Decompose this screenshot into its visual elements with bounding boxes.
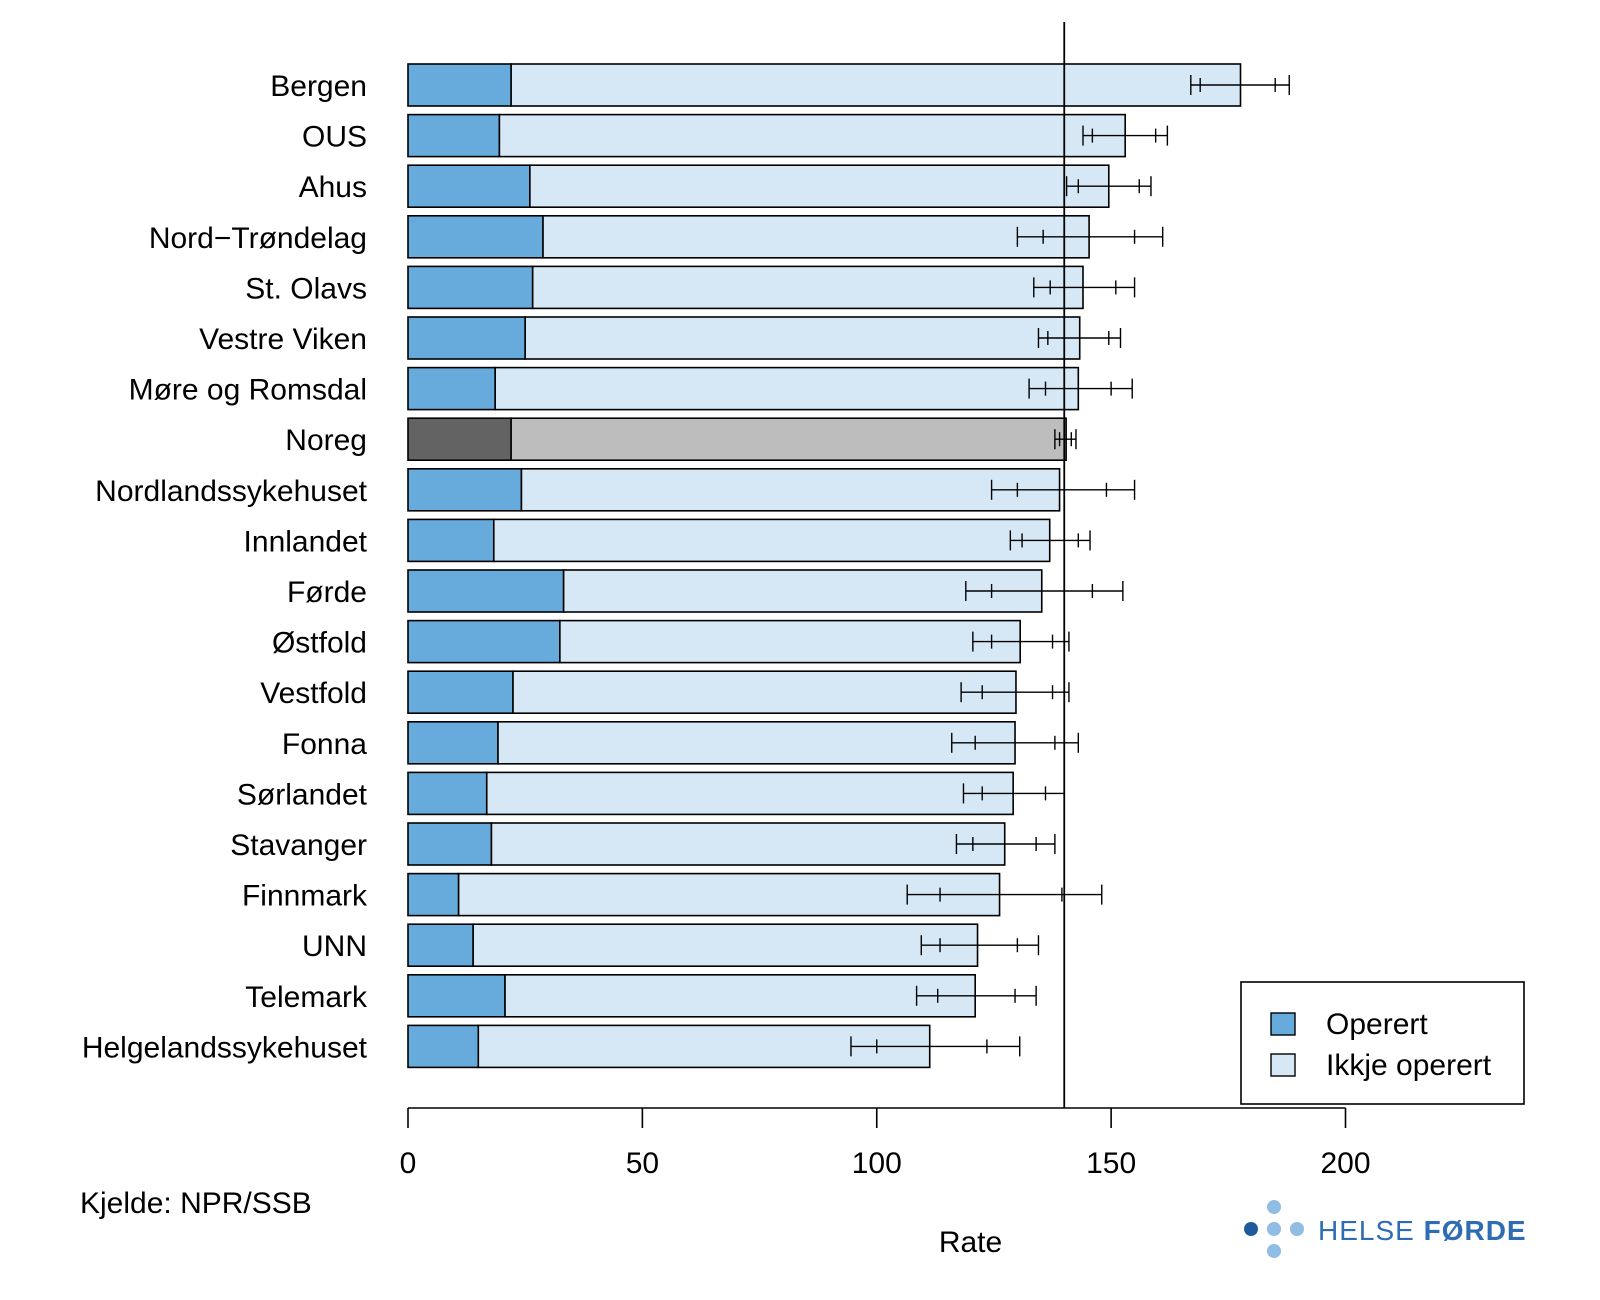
category-label-m-re-og-romsdal: Møre og Romsdal: [129, 374, 367, 407]
category-label-nord-tr-ndelag: Nord−Trøndelag: [149, 222, 367, 255]
category-label-f-rde: Førde: [287, 576, 367, 609]
bar-ikkje-operert-fonna: [497, 720, 1016, 765]
category-label-unn: UNN: [302, 930, 367, 963]
legend: Operert Ikkje operert: [1240, 981, 1525, 1105]
bar-operert-noreg: [407, 417, 512, 462]
bar-operert-stavanger: [407, 822, 493, 866]
bars-layer: [407, 63, 1242, 1069]
category-label-vestfold: Vestfold: [260, 677, 367, 710]
x-tick-label-100: 100: [852, 1147, 902, 1180]
bar-operert-ahus: [407, 164, 531, 208]
bar-ikkje-operert-innlandet: [492, 518, 1051, 563]
category-label-s-rlandet: Sørlandet: [237, 778, 368, 811]
bar-operert-fonna: [407, 720, 499, 765]
bar-operert-m-re-og-romsdal: [407, 366, 496, 411]
bar-operert-s-rlandet: [407, 771, 488, 816]
bar-ikkje-operert-bergen: [510, 63, 1242, 107]
category-label-telemark: Telemark: [245, 981, 368, 1014]
bar-operert-bergen: [407, 63, 512, 107]
bar-ikkje-operert-stavanger: [490, 822, 1006, 866]
legend-key-operert: [1270, 1012, 1296, 1036]
legend-label-operert: Operert: [1326, 1008, 1428, 1041]
bar-ikkje-operert-unn: [472, 923, 979, 968]
legend-key-ikkje-operert: [1270, 1053, 1296, 1077]
bar-operert-nordlandssykehuset: [407, 467, 523, 512]
category-label-innlandet: Innlandet: [244, 525, 368, 558]
logo-wordmark: HELSE FØRDE: [1318, 1215, 1527, 1246]
bar-ikkje-operert-m-re-og-romsdal: [494, 366, 1080, 411]
bar-operert-f-rde: [407, 569, 565, 613]
bar-operert-unn: [407, 923, 474, 968]
category-label-bergen: Bergen: [270, 70, 367, 103]
x-tick-label-50: 50: [626, 1147, 659, 1180]
bar-ikkje-operert-stfold: [559, 619, 1021, 664]
logo-text-forde: FØRDE: [1424, 1215, 1527, 1246]
source-note: Kjelde: NPR/SSB: [80, 1187, 312, 1220]
bar-ikkje-operert-noreg: [510, 417, 1067, 462]
category-label-finnmark: Finnmark: [242, 880, 368, 913]
legend-box: [1240, 981, 1525, 1105]
category-label-ahus: Ahus: [299, 171, 367, 204]
category-label-st-olavs: St. Olavs: [245, 272, 367, 305]
logo-text-helse: HELSE: [1318, 1215, 1424, 1246]
category-label-stfold: Østfold: [272, 627, 367, 660]
x-tick-label-200: 200: [1320, 1147, 1370, 1180]
x-axis: 0 50 100 150 200: [400, 1107, 1371, 1180]
bar-operert-stfold: [407, 619, 561, 664]
bar-ikkje-operert-s-rlandet: [485, 771, 1014, 816]
bar-ikkje-operert-nordlandssykehuset: [520, 467, 1061, 512]
bar-operert-vestfold: [407, 670, 514, 715]
error-bars-layer: [850, 75, 1290, 1057]
bar-operert-ous: [407, 113, 501, 158]
bar-operert-telemark: [407, 973, 506, 1018]
logo-dot-left: [1244, 1222, 1258, 1236]
bar-ikkje-operert-ous: [498, 113, 1126, 158]
bar-ikkje-operert-st-olavs: [531, 265, 1084, 310]
bar-ikkje-operert-f-rde: [562, 569, 1043, 613]
category-label-ous: OUS: [302, 121, 367, 154]
bar-operert-nord-tr-ndelag: [407, 215, 544, 259]
category-label-nordlandssykehuset: Nordlandssykehuset: [95, 475, 367, 508]
category-label-stavanger: Stavanger: [230, 829, 367, 862]
bar-ikkje-operert-ahus: [529, 164, 1110, 208]
logo-dot-bottom: [1267, 1244, 1281, 1258]
logo-dot-center: [1267, 1222, 1281, 1236]
helse-forde-logo: HELSE FØRDE: [1244, 1200, 1527, 1258]
category-labels-layer: Bergen OUS Ahus Nord−Trøndelag St. Olavs Vest…: [82, 70, 368, 1064]
logo-dot-top: [1267, 1200, 1281, 1214]
bar-ikkje-operert-nord-tr-ndelag: [542, 215, 1090, 259]
x-axis-title: Rate: [939, 1226, 1002, 1259]
logo-dot-right: [1290, 1222, 1304, 1236]
bar-operert-innlandet: [407, 518, 495, 563]
category-label-vestre-viken: Vestre Viken: [199, 323, 367, 356]
legend-label-ikkje-operert: Ikkje operert: [1326, 1049, 1492, 1082]
bar-ikkje-operert-vestfold: [512, 670, 1017, 715]
category-label-noreg: Noreg: [285, 424, 367, 457]
bar-operert-helgelandssykehuset: [407, 1024, 480, 1069]
bar-ikkje-operert-vestre-viken: [524, 316, 1081, 360]
category-label-helgelandssykehuset: Helgelandssykehuset: [82, 1031, 368, 1064]
x-tick-label-150: 150: [1086, 1147, 1136, 1180]
x-tick-label-0: 0: [400, 1147, 417, 1180]
bar-operert-finnmark: [407, 872, 460, 917]
bar-operert-vestre-viken: [407, 316, 526, 360]
bar-operert-st-olavs: [407, 265, 534, 310]
bar-ikkje-operert-telemark: [504, 973, 976, 1018]
category-label-fonna: Fonna: [282, 728, 367, 761]
